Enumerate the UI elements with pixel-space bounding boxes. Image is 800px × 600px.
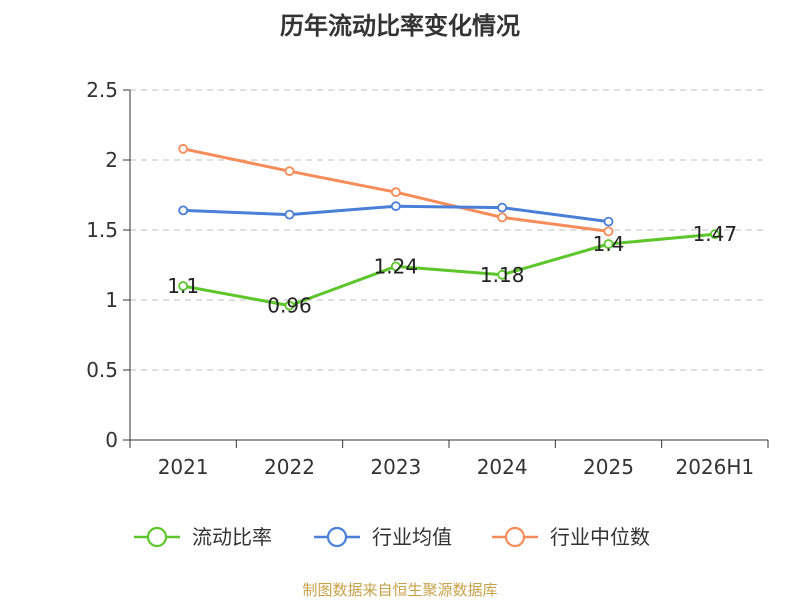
legend-item[interactable]: 行业均值: [314, 525, 452, 549]
data-label: 0.96: [267, 294, 312, 318]
y-tick-label: 1: [105, 288, 118, 312]
data-label: 1.24: [374, 254, 419, 278]
y-tick-label: 0: [105, 428, 118, 452]
data-label: 1.47: [693, 222, 738, 246]
legend-label: 行业均值: [372, 525, 452, 549]
x-tick-label: 2024: [477, 455, 528, 479]
y-tick-label: 2.5: [86, 78, 118, 102]
series-lines: [178, 143, 720, 311]
x-tick-label: 2023: [370, 455, 421, 479]
data-label: 1.18: [480, 263, 525, 287]
x-tick-label: 2026H1: [675, 455, 754, 479]
data-labels: 1.1 0.96 1.24 1.18 1.4 1.47: [167, 222, 737, 317]
data-point: [603, 239, 614, 249]
data-point: [284, 300, 295, 311]
data-point: [178, 143, 189, 154]
legend-marker: [146, 526, 168, 548]
series-line: [181, 232, 717, 308]
data-point: [603, 216, 614, 227]
legend-marker: [504, 526, 526, 548]
chart-title: 历年流动比率变化情况: [280, 12, 520, 40]
data-label: 1.4: [593, 232, 625, 256]
legend-marker: [326, 526, 348, 548]
y-tick-label: 1.5: [86, 218, 118, 242]
x-tick-label: 2021: [158, 455, 209, 479]
x-tick-label: 2022: [264, 455, 315, 479]
legend: 流动比率 行业均值 行业中位数: [134, 525, 650, 549]
data-point: [709, 229, 720, 240]
data-point: [497, 269, 508, 280]
data-label: 1.1: [167, 274, 199, 298]
legend-item[interactable]: 流动比率: [134, 525, 272, 549]
y-tick-label: 2: [105, 148, 118, 172]
legend-label: 行业中位数: [550, 525, 650, 549]
grid-lines: [130, 89, 768, 371]
data-point: [603, 226, 614, 237]
x-tick-label: 2025: [583, 455, 634, 479]
source-note: 制图数据来自恒生聚源数据库: [302, 581, 498, 599]
data-point: [178, 205, 189, 216]
data-point: [284, 209, 295, 220]
legend-item[interactable]: 行业中位数: [492, 525, 650, 549]
data-point: [390, 187, 401, 198]
data-point: [390, 201, 401, 212]
legend-label: 流动比率: [192, 525, 272, 549]
data-point: [284, 166, 295, 177]
data-point: [497, 212, 508, 223]
axes: 0 0.5 1 1.5 2 2.5 2021 2022 2023 2024 2025 2026H1: [86, 78, 769, 479]
data-point: [390, 261, 401, 272]
y-tick-label: 0.5: [86, 358, 118, 382]
data-point: [178, 281, 189, 291]
data-point: [497, 202, 508, 213]
